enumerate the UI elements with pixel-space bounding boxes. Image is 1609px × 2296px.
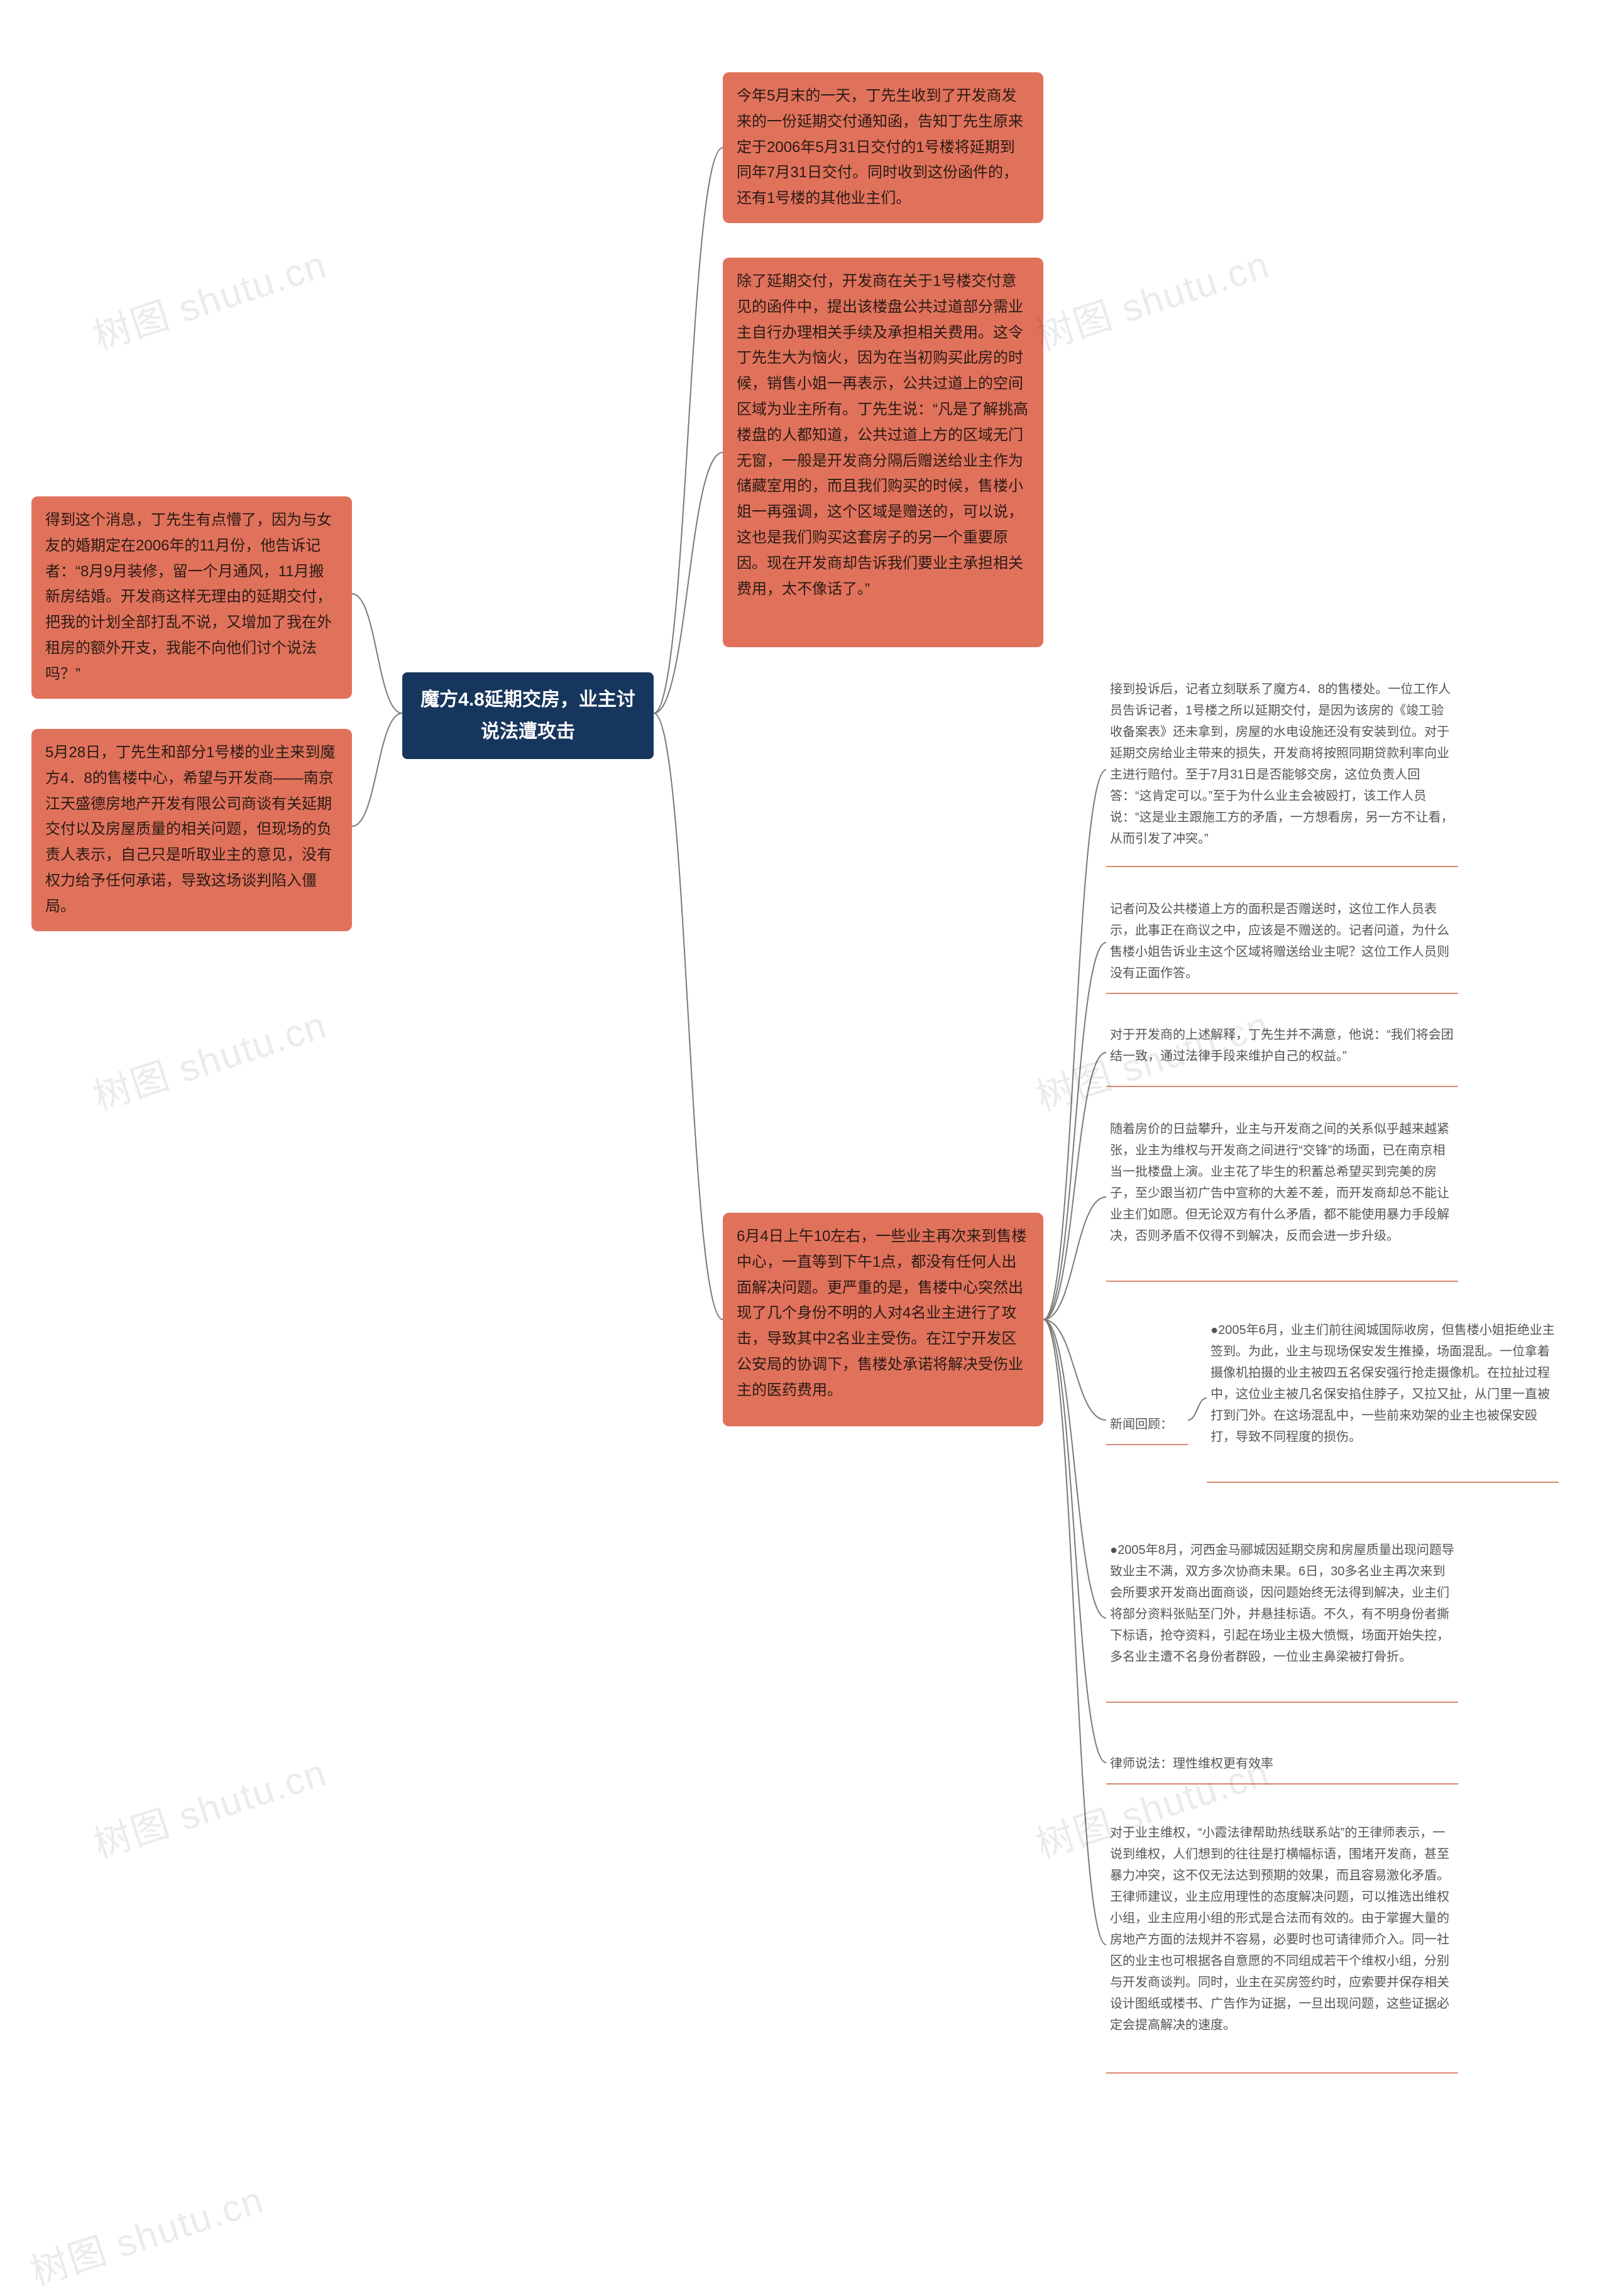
branch-node-left-2[interactable]: 5月28日，丁先生和部分1号楼的业主来到魔方4．8的售楼中心，希望与开发商——南… xyxy=(31,729,352,931)
leaf-node-3[interactable]: 对于开发商的上述解释，丁先生并不满意，他说：“我们将会团结一致，通过法律手段来维… xyxy=(1106,1018,1458,1087)
leaf-node-1[interactable]: 接到投诉后，记者立刻联系了魔方4．8的售楼处。一位工作人员告诉记者，1号楼之所以… xyxy=(1106,672,1458,867)
leaf-node-2[interactable]: 记者问及公共楼道上方的面积是否赠送时，这位工作人员表示，此事正在商议之中，应该是… xyxy=(1106,892,1458,994)
leaf-node-5[interactable]: ●2005年6月，业主们前往阅城国际收房，但售楼小姐拒绝业主签到。为此，业主与现… xyxy=(1207,1313,1559,1483)
leaf-node-7[interactable]: 律师说法：理性维权更有效率 xyxy=(1106,1747,1458,1785)
leaf-label-news: 新闻回顾： xyxy=(1106,1408,1188,1445)
branch-node-left-1[interactable]: 得到这个消息，丁先生有点懵了，因为与女友的婚期定在2006年的11月份，他告诉记… xyxy=(31,496,352,699)
branch-node-right-3[interactable]: 6月4日上午10左右，一些业主再次来到售楼中心，一直等到下午1点，都没有任何人出… xyxy=(723,1213,1043,1426)
mindmap-canvas: 魔方4.8延期交房，业主讨说法遭攻击 得到这个消息，丁先生有点懵了，因为与女友的… xyxy=(0,0,1609,2221)
branch-node-right-2[interactable]: 除了延期交付，开发商在关于1号楼交付意见的函件中，提出该楼盘公共过道部分需业主自… xyxy=(723,258,1043,647)
leaf-node-8[interactable]: 对于业主维权，“小霞法律帮助热线联系站”的王律师表示，一说到维权，人们想到的往往… xyxy=(1106,1816,1458,2074)
root-node[interactable]: 魔方4.8延期交房，业主讨说法遭攻击 xyxy=(402,672,654,759)
leaf-node-6[interactable]: ●2005年8月，河西金马郦城因延期交房和房屋质量出现问题导致业主不满，双方多次… xyxy=(1106,1533,1458,1703)
leaf-node-4[interactable]: 随着房价的日益攀升，业主与开发商之间的关系似乎越来越紧张，业主为维权与开发商之间… xyxy=(1106,1112,1458,1282)
branch-node-right-1[interactable]: 今年5月末的一天，丁先生收到了开发商发来的一份延期交付通知函，告知丁先生原来定于… xyxy=(723,72,1043,223)
